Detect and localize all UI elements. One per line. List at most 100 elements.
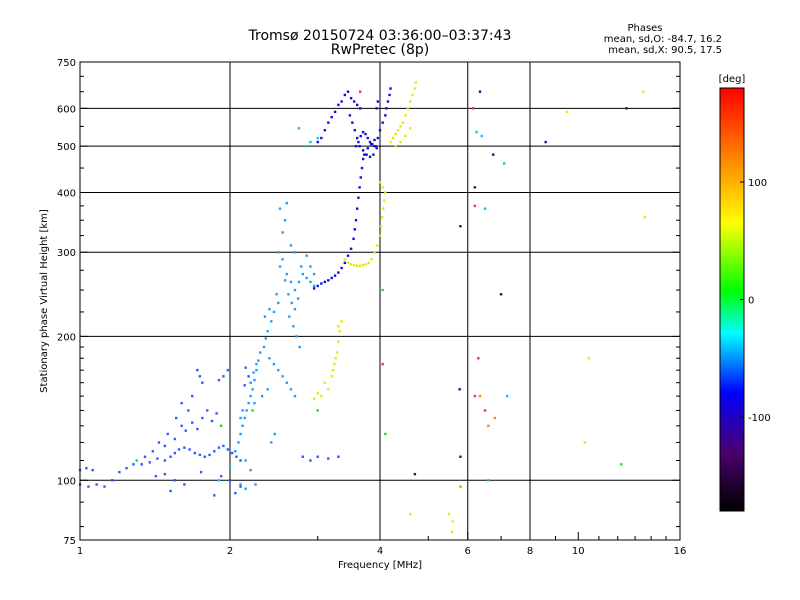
- data-point: [335, 351, 339, 354]
- stats-line-x: mean, sd,X: 90.5, 17.5: [608, 45, 722, 56]
- data-point: [219, 474, 223, 478]
- data-point: [363, 153, 366, 156]
- data-point: [262, 345, 266, 349]
- data-point: [349, 247, 353, 250]
- data-point: [278, 207, 282, 210]
- data-point: [275, 293, 278, 296]
- data-point: [193, 451, 197, 455]
- data-point: [368, 155, 372, 159]
- data-point: [376, 100, 380, 103]
- data-point: [249, 394, 252, 398]
- data-point: [381, 362, 384, 366]
- data-point: [323, 381, 327, 384]
- colorbar-tick-label: 0: [748, 296, 754, 307]
- data-point: [620, 463, 623, 466]
- data-point: [309, 459, 312, 462]
- data-point: [327, 388, 330, 391]
- data-point: [330, 115, 333, 119]
- data-point: [266, 388, 269, 391]
- data-point: [184, 429, 187, 432]
- data-point: [135, 459, 138, 462]
- data-point: [413, 472, 417, 476]
- data-point: [270, 441, 273, 444]
- data-point: [358, 186, 361, 189]
- data-point: [163, 459, 167, 462]
- data-point: [239, 459, 242, 462]
- data-point: [346, 90, 350, 93]
- data-point: [381, 121, 384, 124]
- data-point: [364, 263, 368, 266]
- grid-lines: [80, 62, 680, 540]
- data-point: [230, 451, 234, 455]
- chart-title: Tromsø 20150724 03:36:00–03:37:43: [248, 28, 512, 44]
- data-point: [277, 368, 280, 372]
- y-axis-ticks: 75 100 200 300 400 500 600 750: [57, 58, 680, 547]
- y-tick-label: 200: [57, 332, 76, 343]
- data-point: [473, 394, 477, 398]
- data-point: [272, 362, 276, 366]
- data-point: [327, 279, 330, 282]
- x-tick-label: 16: [674, 546, 687, 557]
- data-point: [384, 114, 387, 117]
- data-point: [252, 371, 255, 374]
- data-point: [354, 219, 358, 222]
- data-point: [333, 110, 337, 114]
- data-point: [266, 330, 269, 333]
- data-point: [188, 448, 191, 451]
- data-point: [309, 265, 312, 268]
- data-point: [239, 485, 242, 488]
- data-point: [477, 357, 480, 360]
- data-point: [277, 301, 280, 305]
- data-point: [226, 368, 230, 372]
- data-point: [251, 388, 254, 391]
- data-point: [295, 335, 298, 338]
- data-point: [361, 157, 365, 161]
- data-point: [247, 375, 250, 378]
- data-point: [301, 455, 305, 458]
- data-point: [309, 140, 312, 144]
- data-point: [169, 455, 172, 458]
- data-point: [203, 455, 206, 458]
- data-point: [180, 424, 183, 428]
- data-point: [292, 325, 295, 328]
- data-point: [376, 244, 379, 247]
- data-point: [323, 128, 327, 132]
- data-point: [312, 397, 316, 401]
- data-point: [163, 472, 167, 476]
- data-point: [375, 107, 378, 110]
- colorbar-label: [deg]: [719, 74, 746, 85]
- data-point: [305, 144, 308, 148]
- data-point: [244, 459, 247, 462]
- data-point: [404, 114, 407, 117]
- data-point: [450, 530, 454, 534]
- data-point: [380, 216, 384, 219]
- data-point: [244, 487, 247, 490]
- data-point: [583, 441, 586, 444]
- data-point: [361, 149, 365, 152]
- data-point: [343, 93, 347, 97]
- data-point: [361, 263, 365, 267]
- data-point: [358, 107, 362, 110]
- data-point: [331, 368, 335, 372]
- data-point: [505, 394, 509, 398]
- data-point: [337, 325, 340, 328]
- data-point: [166, 432, 169, 436]
- data-point: [372, 153, 375, 156]
- data-point: [245, 409, 248, 412]
- data-point: [320, 136, 323, 140]
- data-point: [370, 258, 373, 261]
- data-point: [247, 401, 250, 405]
- x-axis-ticks: 1 2 4 6 8 10 16: [77, 532, 687, 557]
- data-point: [270, 320, 273, 323]
- data-point: [373, 251, 376, 254]
- data-point: [264, 337, 268, 340]
- data-point: [373, 138, 376, 142]
- data-point: [305, 254, 308, 257]
- data-point: [330, 276, 333, 280]
- data-point: [281, 231, 284, 234]
- data-point: [293, 394, 297, 398]
- data-point: [268, 357, 271, 360]
- data-point: [346, 261, 350, 265]
- data-point: [358, 264, 362, 267]
- data-point: [293, 307, 297, 311]
